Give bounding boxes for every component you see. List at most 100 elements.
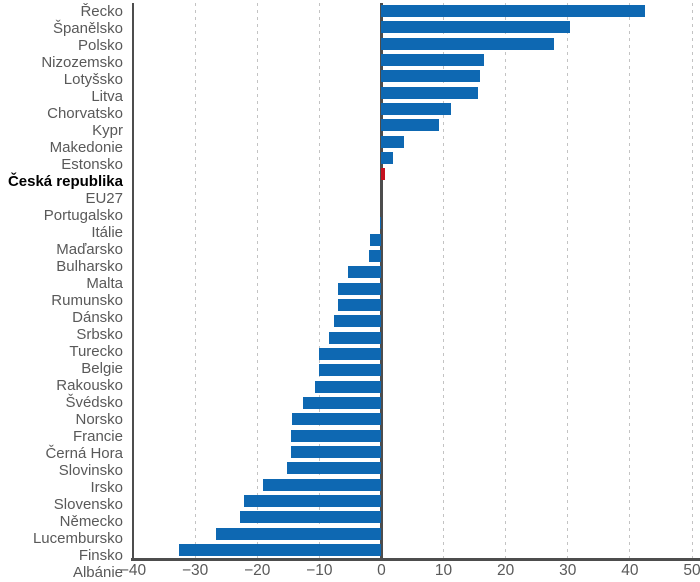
gridline bbox=[567, 3, 569, 558]
bar-row bbox=[133, 248, 692, 264]
bar-row bbox=[133, 19, 692, 35]
gridline bbox=[691, 3, 693, 558]
category-label: Rumunsko bbox=[51, 292, 123, 309]
category-label: Itálie bbox=[91, 224, 123, 241]
bar bbox=[369, 233, 382, 246]
bar-row bbox=[133, 313, 692, 329]
bar-row bbox=[133, 281, 692, 297]
bar bbox=[243, 495, 382, 507]
bar-row bbox=[133, 101, 692, 117]
bar-row bbox=[133, 150, 692, 166]
bar-row bbox=[133, 444, 692, 460]
category-label: Litva bbox=[91, 88, 123, 105]
bar bbox=[240, 511, 382, 524]
bar bbox=[381, 135, 404, 148]
bar bbox=[292, 413, 382, 426]
bar-row bbox=[133, 330, 692, 346]
bar-row bbox=[133, 362, 692, 378]
category-label: Makedonie bbox=[49, 139, 123, 156]
highlight-bar bbox=[381, 168, 386, 181]
category-label: Turecko bbox=[69, 343, 123, 360]
bar-row bbox=[133, 36, 692, 52]
x-tick-label: −10 bbox=[306, 562, 333, 579]
bar bbox=[381, 5, 646, 18]
bar-row bbox=[133, 395, 692, 411]
category-label: Nizozemsko bbox=[41, 54, 123, 71]
zero-axis-line bbox=[380, 3, 383, 558]
category-labels: Řecko Španělsko Polsko Nizozemsko Lotyšsko Li… bbox=[0, 3, 128, 581]
bar-row bbox=[133, 493, 692, 509]
gridline bbox=[194, 3, 196, 558]
x-tick-label: 50 bbox=[683, 562, 700, 579]
bar bbox=[215, 527, 382, 540]
bar bbox=[290, 429, 382, 442]
category-label: Černá Hora bbox=[45, 445, 123, 462]
bar-row bbox=[133, 264, 692, 280]
bar-row bbox=[133, 460, 692, 476]
category-label: Bulharsko bbox=[56, 258, 123, 275]
category-label: Francie bbox=[72, 428, 123, 445]
category-label: Švédsko bbox=[65, 394, 123, 411]
bar bbox=[337, 282, 382, 295]
category-label: Estonsko bbox=[61, 156, 123, 173]
category-label: Srbsko bbox=[76, 326, 123, 343]
gridline bbox=[443, 3, 445, 558]
category-label: Řecko bbox=[80, 3, 123, 20]
bar-row bbox=[133, 215, 692, 231]
bar bbox=[178, 543, 382, 556]
bar bbox=[318, 364, 382, 377]
category-label: Belgie bbox=[81, 360, 123, 377]
plot-left-border bbox=[131, 3, 134, 559]
x-tick-label: 10 bbox=[434, 562, 453, 579]
category-label: Rakousko bbox=[56, 377, 123, 394]
bar-row bbox=[133, 3, 692, 19]
bar-row bbox=[133, 134, 692, 150]
bar bbox=[381, 152, 394, 165]
bar-row bbox=[133, 526, 692, 542]
category-label: Dánsko bbox=[72, 309, 123, 326]
x-tick-label: −40 bbox=[119, 562, 147, 579]
bar-row bbox=[133, 117, 692, 133]
category-label-highlighted: Česká republika bbox=[7, 173, 123, 190]
bar bbox=[379, 217, 382, 230]
gridline bbox=[256, 3, 258, 558]
gridline bbox=[318, 3, 320, 558]
category-label: Německo bbox=[59, 513, 123, 530]
x-tick-label: −30 bbox=[181, 562, 209, 579]
bar-row bbox=[133, 477, 692, 493]
bar bbox=[381, 70, 480, 83]
category-label: Malta bbox=[86, 275, 123, 292]
category-label: Španělsko bbox=[52, 20, 123, 37]
category-label: Portugalsko bbox=[43, 207, 123, 224]
bar bbox=[290, 446, 382, 459]
category-label: Polsko bbox=[77, 37, 123, 54]
bar-row bbox=[133, 68, 692, 84]
category-label: Albánie bbox=[72, 564, 123, 581]
bar bbox=[337, 299, 382, 312]
bar bbox=[381, 37, 555, 50]
x-tick-label: 30 bbox=[559, 562, 577, 579]
bar-row bbox=[133, 428, 692, 444]
bar-row bbox=[133, 379, 692, 395]
category-label: Chorvatsko bbox=[47, 105, 123, 122]
bar bbox=[369, 250, 382, 263]
bar bbox=[287, 462, 382, 475]
x-axis-tick-labels: −40 −30 −20 −10 0 10 20 30 40 50 bbox=[120, 562, 700, 582]
bar-row bbox=[133, 52, 692, 68]
bar bbox=[303, 397, 382, 410]
gridline bbox=[629, 3, 631, 558]
category-label: Slovinsko bbox=[58, 462, 123, 479]
bar-row bbox=[133, 542, 692, 558]
bar bbox=[381, 119, 439, 132]
bar bbox=[328, 331, 382, 344]
category-label: Slovensko bbox=[53, 496, 123, 513]
bar-row bbox=[133, 297, 692, 313]
bar bbox=[314, 380, 382, 393]
x-tick-label: 0 bbox=[377, 562, 386, 579]
bar-row bbox=[133, 166, 692, 182]
bar bbox=[262, 478, 382, 491]
category-label: Maďarsko bbox=[56, 241, 123, 258]
plot-area bbox=[133, 3, 693, 558]
bar bbox=[318, 348, 382, 361]
